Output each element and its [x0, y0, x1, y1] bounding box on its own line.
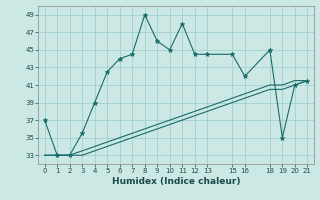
X-axis label: Humidex (Indice chaleur): Humidex (Indice chaleur): [112, 177, 240, 186]
